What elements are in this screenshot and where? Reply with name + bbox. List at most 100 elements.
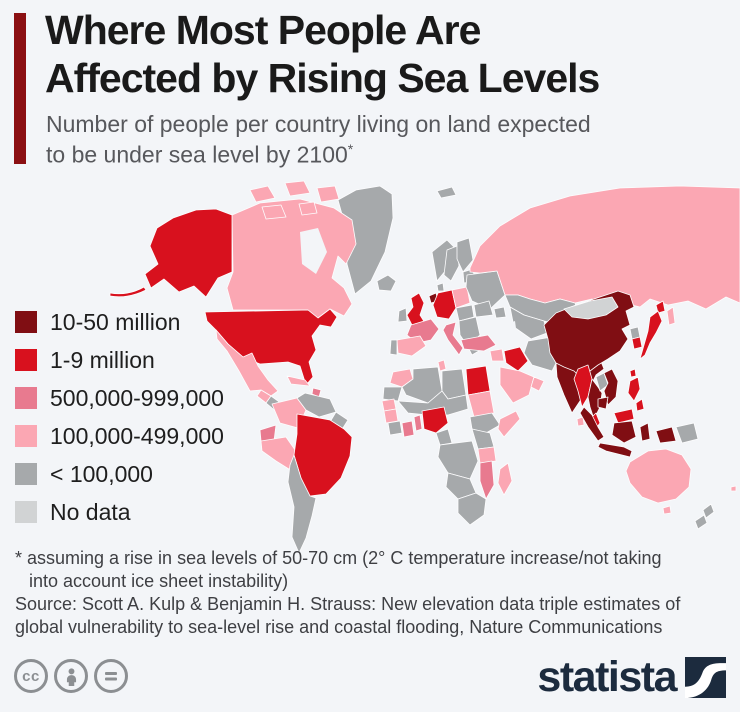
country-taiwan <box>629 368 637 378</box>
country-poland <box>451 286 471 309</box>
legend-item: 100,000-499,000 <box>15 422 224 450</box>
legend: 10-50 million 1-9 million 500,000-999,000 1… <box>15 308 224 536</box>
title-line-1: Where Most People Are <box>45 7 481 53</box>
legend-swatch <box>15 349 37 371</box>
country-indonesia <box>655 426 677 444</box>
country-indonesia <box>639 422 651 442</box>
country-greenland <box>337 185 394 295</box>
country-indonesia <box>597 442 633 458</box>
country-italy <box>442 321 464 356</box>
country-sudan <box>467 390 495 418</box>
country-russia <box>666 306 676 326</box>
footnote-line-2: into account ice sheet instability) <box>29 571 289 592</box>
country-mozambique <box>479 460 495 500</box>
country-mali <box>397 390 469 416</box>
country-indonesia <box>611 420 637 444</box>
country-philippines <box>635 398 645 412</box>
page-title: Where Most People Are Affected by Rising… <box>45 6 600 103</box>
country-mexico <box>215 329 279 397</box>
country-tunisia <box>437 359 447 372</box>
country-caucasus <box>493 306 507 319</box>
world-map <box>109 180 740 554</box>
legend-item: < 100,000 <box>15 460 224 488</box>
subtitle-asterisk: * <box>347 140 354 157</box>
source-line-2: global vulnerability to sea-level rise a… <box>15 617 663 638</box>
country-australia <box>625 448 692 504</box>
country-united-kingdom <box>406 292 426 326</box>
country-ivory-coast <box>387 420 403 436</box>
country-dr-congo <box>437 440 479 480</box>
attribution-person-icon[interactable] <box>54 659 88 693</box>
country-canada <box>298 201 318 216</box>
country-sri-lanka <box>576 416 585 427</box>
country-canada <box>249 185 276 203</box>
country-argentina <box>287 454 317 554</box>
country-philippines <box>627 376 641 402</box>
country-ireland <box>397 307 408 323</box>
country-papua-new-guinea <box>675 422 699 444</box>
equal-glyph <box>105 672 117 681</box>
legend-swatch <box>15 387 37 409</box>
legend-item: 500,000-999,000 <box>15 384 224 412</box>
country-indonesia <box>579 406 605 442</box>
country-syria <box>489 348 505 362</box>
caspian-sea <box>505 321 518 345</box>
country-japan <box>655 300 666 314</box>
legend-swatch <box>15 463 37 485</box>
country-saudi-arabia <box>499 366 535 404</box>
country-guinea <box>383 408 399 424</box>
equal-icon[interactable] <box>94 659 128 693</box>
country-new-zealand <box>702 503 715 519</box>
country-australia <box>662 505 672 515</box>
license-icons[interactable]: cc <box>14 659 128 693</box>
legend-label: 500,000-999,000 <box>50 384 224 411</box>
country-myanmar <box>573 364 593 408</box>
title-accent-bar <box>14 13 26 164</box>
country-brazil <box>293 413 353 497</box>
subtitle-line-1: Number of people per country living on l… <box>46 111 591 137</box>
country-denmark <box>436 282 445 292</box>
country-turkey <box>460 334 497 352</box>
subtitle: Number of people per country living on l… <box>46 110 591 170</box>
country-ghana <box>401 420 415 438</box>
country-ethiopia <box>469 412 501 434</box>
person-glyph <box>66 667 76 686</box>
source-line-1: Source: Scott A. Kulp & Benjamin H. Stra… <box>15 594 681 615</box>
legend-label: 10-50 million <box>50 308 181 335</box>
country-canada <box>226 198 357 319</box>
country-united-states <box>144 208 233 298</box>
country-svalbard <box>436 186 457 199</box>
country-kenya <box>471 428 495 450</box>
country-canada <box>316 185 340 203</box>
legend-item: 1-9 million <box>15 346 224 374</box>
statista-mark-icon <box>685 657 726 698</box>
country-iceland <box>376 274 397 292</box>
footnote: * assuming a rise in sea levels of 50-70… <box>15 547 731 639</box>
country-mongolia <box>563 296 619 320</box>
country-canada <box>284 180 311 197</box>
country-portugal <box>389 339 398 356</box>
country-libya <box>441 368 467 400</box>
country-sweden <box>443 245 460 282</box>
country-benin <box>413 414 423 432</box>
country-spain <box>396 335 427 357</box>
legend-label: 100,000-499,000 <box>50 422 224 449</box>
country-russia <box>469 185 740 310</box>
country-finland <box>456 237 474 273</box>
legend-label: < 100,000 <box>50 460 153 487</box>
title-line-2: Affected by Rising Sea Levels <box>45 55 600 102</box>
legend-label: 1-9 million <box>50 346 155 373</box>
country-nigeria <box>421 406 449 434</box>
country-cuba <box>286 375 311 387</box>
country-canada <box>261 204 287 220</box>
statista-wordmark: statista <box>537 653 677 701</box>
statista-logo[interactable]: statista <box>537 656 726 699</box>
legend-label: No data <box>50 498 131 525</box>
country-united-arab-emirates <box>530 376 545 392</box>
cc-icon[interactable]: cc <box>14 659 48 693</box>
country-south-korea <box>631 336 643 350</box>
country-romania <box>473 300 494 318</box>
country-malaysia <box>613 408 635 424</box>
country-egypt <box>465 365 491 396</box>
